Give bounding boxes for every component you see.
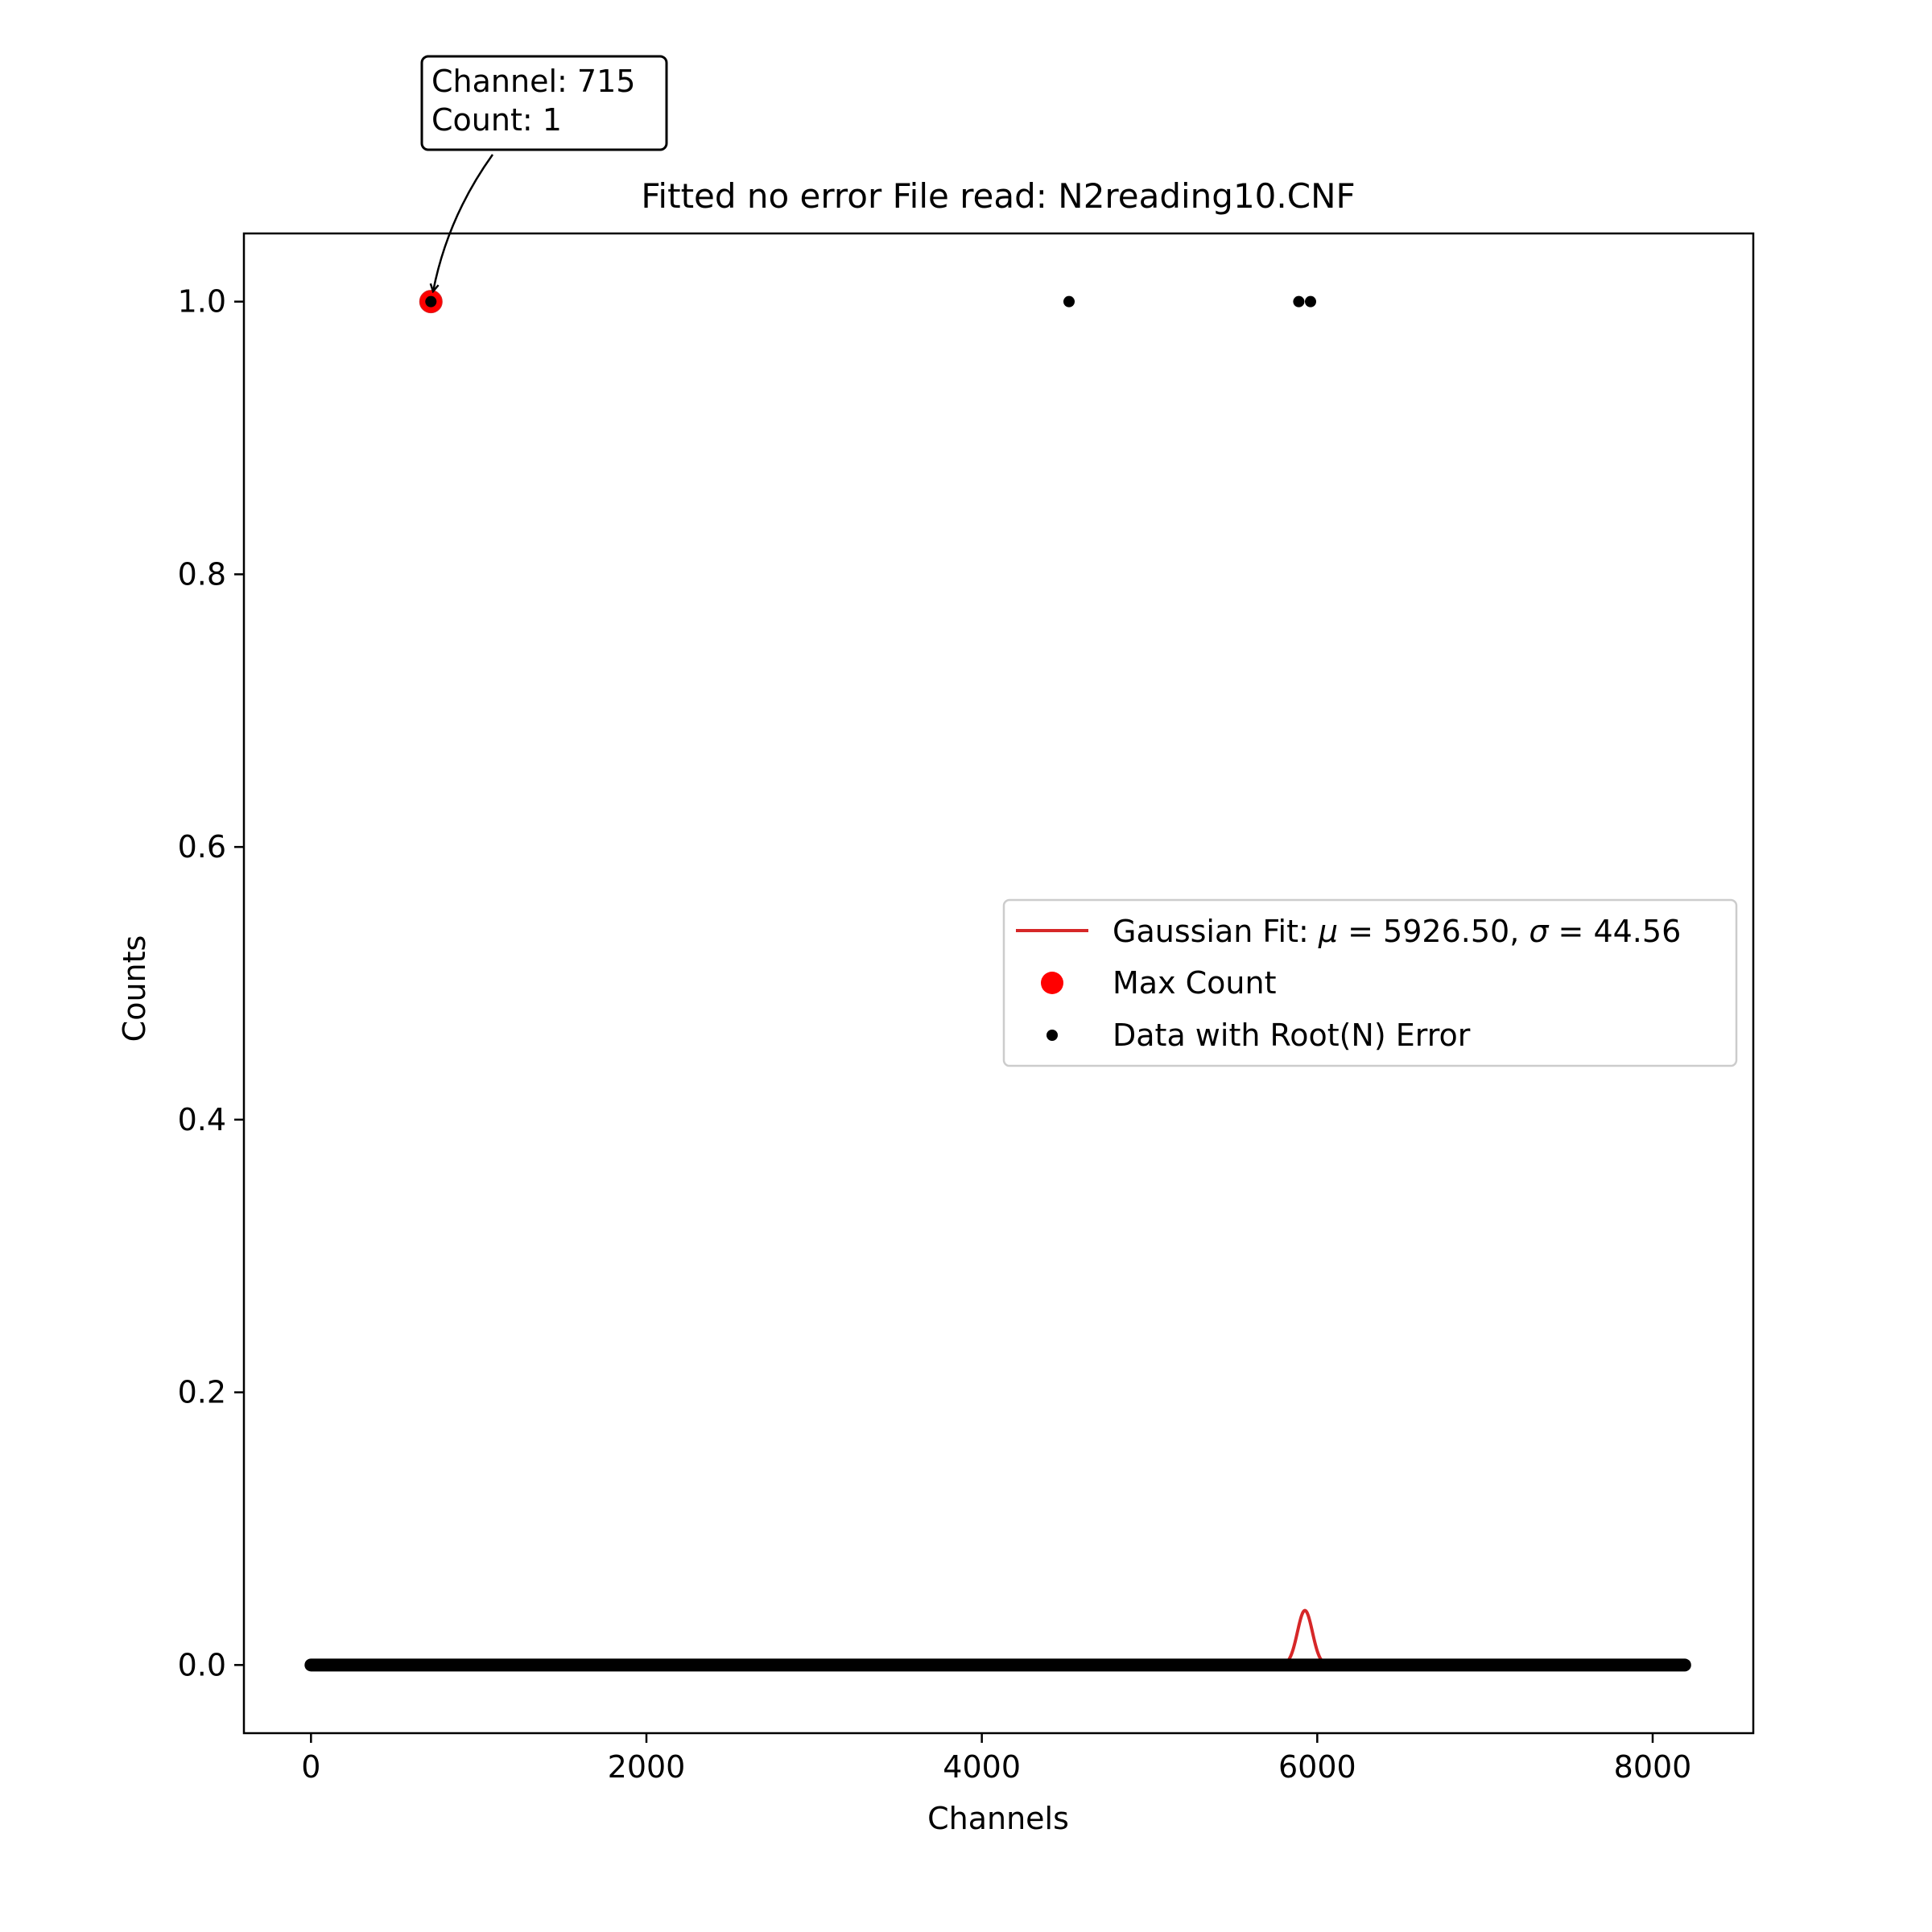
plot-frame xyxy=(242,232,1755,1735)
legend-data-label: Data with Root(N) Error xyxy=(1113,1018,1471,1053)
annotation-channel: Channel: 715 xyxy=(431,64,635,99)
legend-comma: , xyxy=(1509,914,1529,949)
chart-title: Fitted no error File read: N2reading10.C… xyxy=(641,176,1355,216)
y-tick-label: 0.6 xyxy=(178,829,226,865)
y-tick-label: 0.0 xyxy=(178,1647,226,1682)
max-annotation: Channel: 715 Count: 1 xyxy=(420,55,668,291)
annotation-count: Count: 1 xyxy=(431,102,562,138)
data-point xyxy=(1305,295,1316,308)
legend-gaussian-label: Gaussian Fit: μ = 5926.50, σ = 44.56 xyxy=(1113,914,1681,949)
y-tick-label: 1.0 xyxy=(178,284,226,320)
legend-sigma-eq: = xyxy=(1548,914,1593,949)
data-point xyxy=(1063,295,1075,308)
legend-max-label: Max Count xyxy=(1113,965,1277,1001)
legend-mu-eq: = xyxy=(1338,914,1383,949)
annotation-box xyxy=(420,55,668,151)
x-tick-label: 4000 xyxy=(943,1749,1021,1785)
data-points-layer xyxy=(304,295,1691,1672)
legend: Gaussian Fit: μ = 5926.50, σ = 44.56 Max… xyxy=(1002,898,1738,1067)
legend-gaussian-prefix: Gaussian Fit: xyxy=(1113,914,1319,949)
legend-mu-value: 5926.50 xyxy=(1383,914,1509,949)
legend-mu-symbol: μ xyxy=(1318,914,1338,949)
y-axis-label: Counts xyxy=(117,935,152,1042)
x-axis-label: Channels xyxy=(927,1801,1069,1836)
y-tick-label: 0.2 xyxy=(178,1375,226,1410)
annotation-arrow xyxy=(433,154,494,291)
y-axis-ticks: 0.0 0.2 0.4 0.6 0.8 1.0 xyxy=(178,284,244,1682)
x-tick-label: 6000 xyxy=(1278,1749,1356,1785)
x-axis-ticks: 0 2000 4000 6000 8000 xyxy=(301,1733,1691,1785)
y-tick-label: 0.8 xyxy=(178,556,226,592)
legend-sigma-symbol: σ xyxy=(1529,914,1550,949)
data-point xyxy=(1293,295,1305,308)
data-point xyxy=(425,295,437,308)
x-tick-label: 2000 xyxy=(608,1749,686,1785)
y-tick-label: 0.4 xyxy=(178,1102,226,1137)
x-tick-label: 8000 xyxy=(1614,1749,1692,1785)
legend-sigma-value: 44.56 xyxy=(1593,914,1681,949)
legend-data-marker xyxy=(1046,1030,1058,1041)
x-tick-label: 0 xyxy=(301,1749,320,1785)
legend-max-marker xyxy=(1041,972,1063,994)
legend-frame xyxy=(1002,898,1738,1067)
